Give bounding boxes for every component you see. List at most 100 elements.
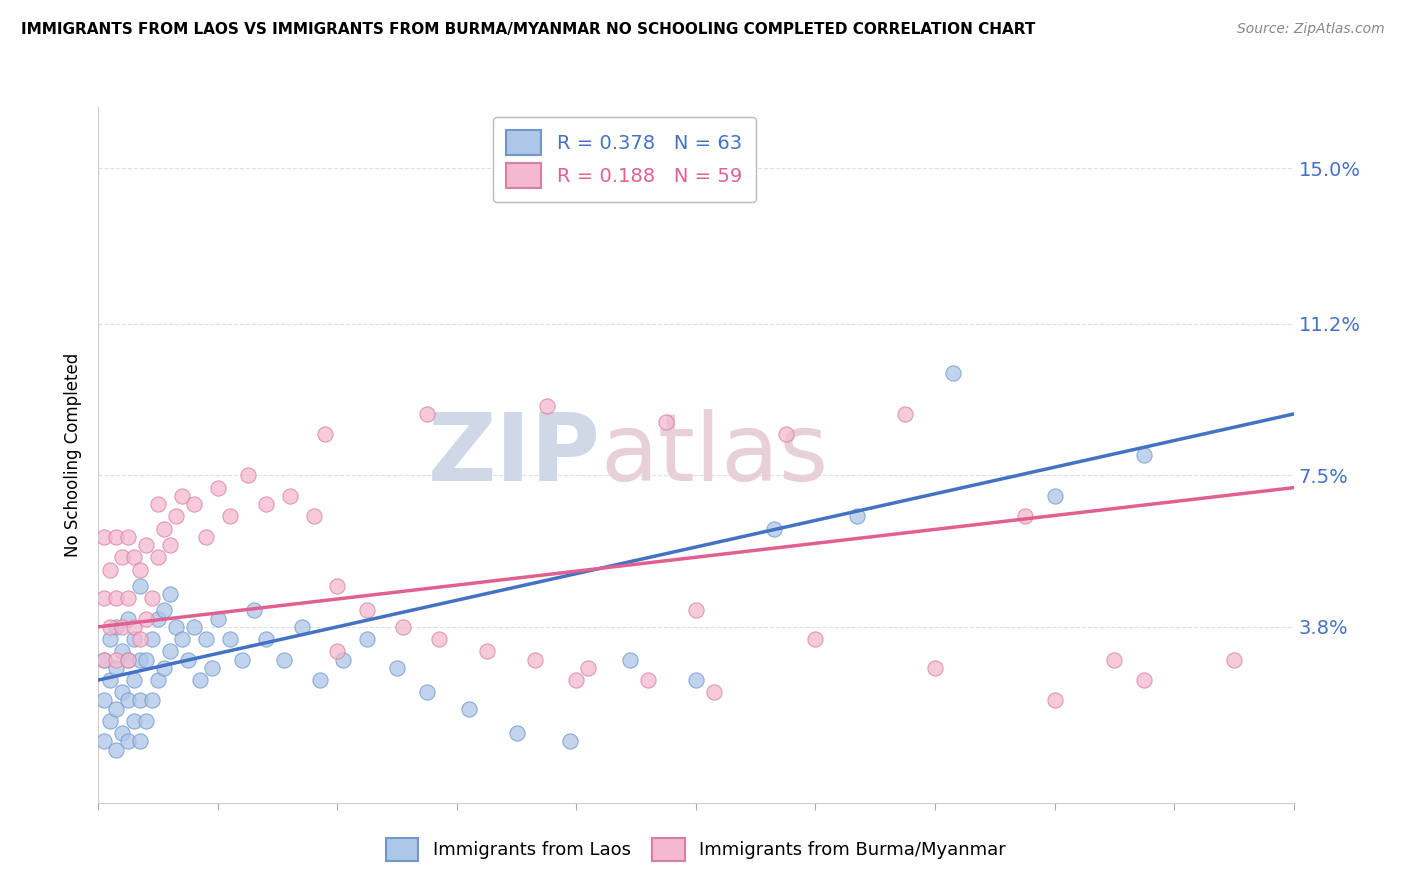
Point: [1133, 673, 1156, 687]
Point: [183, 497, 205, 511]
Point: [148, 550, 170, 565]
Point: [105, 530, 128, 544]
Text: ZIP: ZIP: [427, 409, 600, 501]
Text: IMMIGRANTS FROM LAOS VS IMMIGRANTS FROM BURMA/MYANMAR NO SCHOOLING COMPLETED COR: IMMIGRANTS FROM LAOS VS IMMIGRANTS FROM …: [21, 22, 1035, 37]
Point: [560, 734, 582, 748]
Point: [356, 632, 378, 646]
Point: [195, 530, 218, 544]
Point: [942, 366, 965, 380]
Point: [117, 612, 139, 626]
Point: [172, 489, 194, 503]
Point: [105, 701, 128, 715]
Point: [117, 734, 139, 748]
Point: [219, 632, 242, 646]
Point: [894, 407, 917, 421]
Point: [105, 742, 128, 756]
Point: [93, 591, 115, 606]
Point: [1043, 489, 1066, 503]
Point: [135, 652, 157, 666]
Point: [254, 497, 277, 511]
Point: [105, 661, 128, 675]
Point: [148, 497, 170, 511]
Point: [124, 632, 146, 646]
Point: [236, 468, 259, 483]
Point: [356, 603, 378, 617]
Point: [93, 652, 115, 666]
Text: Source: ZipAtlas.com: Source: ZipAtlas.com: [1237, 22, 1385, 37]
Point: [129, 632, 152, 646]
Point: [141, 591, 163, 606]
Point: [135, 714, 157, 728]
Point: [332, 652, 354, 666]
Point: [153, 522, 176, 536]
Point: [392, 620, 415, 634]
Point: [135, 538, 157, 552]
Point: [105, 620, 128, 634]
Point: [385, 661, 409, 675]
Point: [111, 685, 134, 699]
Point: [117, 693, 139, 707]
Point: [427, 632, 450, 646]
Point: [129, 579, 152, 593]
Point: [846, 509, 869, 524]
Point: [141, 693, 163, 707]
Point: [685, 673, 707, 687]
Point: [308, 673, 330, 687]
Point: [141, 632, 163, 646]
Point: [129, 652, 152, 666]
Point: [100, 673, 122, 687]
Point: [159, 538, 181, 552]
Point: [124, 620, 146, 634]
Point: [111, 550, 134, 565]
Point: [637, 673, 659, 687]
Point: [100, 632, 122, 646]
Point: [619, 652, 641, 666]
Point: [201, 661, 224, 675]
Point: [93, 734, 115, 748]
Point: [105, 591, 128, 606]
Point: [243, 603, 266, 617]
Point: [219, 509, 242, 524]
Point: [159, 644, 181, 658]
Point: [536, 399, 558, 413]
Point: [153, 661, 176, 675]
Point: [804, 632, 827, 646]
Point: [231, 652, 253, 666]
Point: [924, 661, 946, 675]
Point: [578, 661, 600, 675]
Point: [523, 652, 546, 666]
Y-axis label: No Schooling Completed: No Schooling Completed: [65, 353, 83, 557]
Point: [183, 620, 205, 634]
Point: [165, 509, 187, 524]
Point: [416, 685, 439, 699]
Point: [177, 652, 200, 666]
Point: [105, 652, 128, 666]
Point: [565, 673, 588, 687]
Point: [207, 612, 229, 626]
Point: [475, 644, 498, 658]
Point: [254, 632, 277, 646]
Point: [685, 603, 707, 617]
Point: [129, 562, 152, 576]
Point: [100, 562, 122, 576]
Point: [93, 693, 115, 707]
Point: [148, 673, 170, 687]
Point: [111, 726, 134, 740]
Point: [1043, 693, 1066, 707]
Point: [188, 673, 211, 687]
Point: [129, 693, 152, 707]
Point: [302, 509, 325, 524]
Point: [315, 427, 337, 442]
Point: [93, 652, 115, 666]
Point: [458, 701, 481, 715]
Point: [762, 522, 785, 536]
Text: atlas: atlas: [600, 409, 828, 501]
Point: [703, 685, 725, 699]
Point: [207, 481, 229, 495]
Point: [117, 530, 139, 544]
Point: [655, 415, 678, 429]
Point: [278, 489, 301, 503]
Point: [1223, 652, 1246, 666]
Point: [124, 550, 146, 565]
Point: [117, 652, 139, 666]
